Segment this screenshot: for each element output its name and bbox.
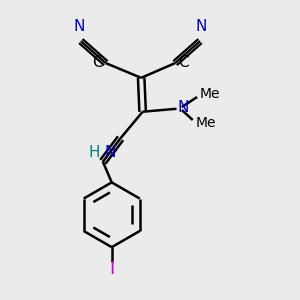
Text: N: N [105, 145, 116, 160]
Text: I: I [109, 260, 114, 278]
Text: N: N [178, 100, 189, 116]
Text: Me: Me [200, 87, 220, 101]
Text: N: N [74, 19, 85, 34]
Text: C: C [178, 55, 189, 70]
Text: C: C [92, 55, 103, 70]
Text: N: N [196, 19, 207, 34]
Text: H: H [88, 145, 100, 160]
Text: Me: Me [196, 116, 216, 130]
